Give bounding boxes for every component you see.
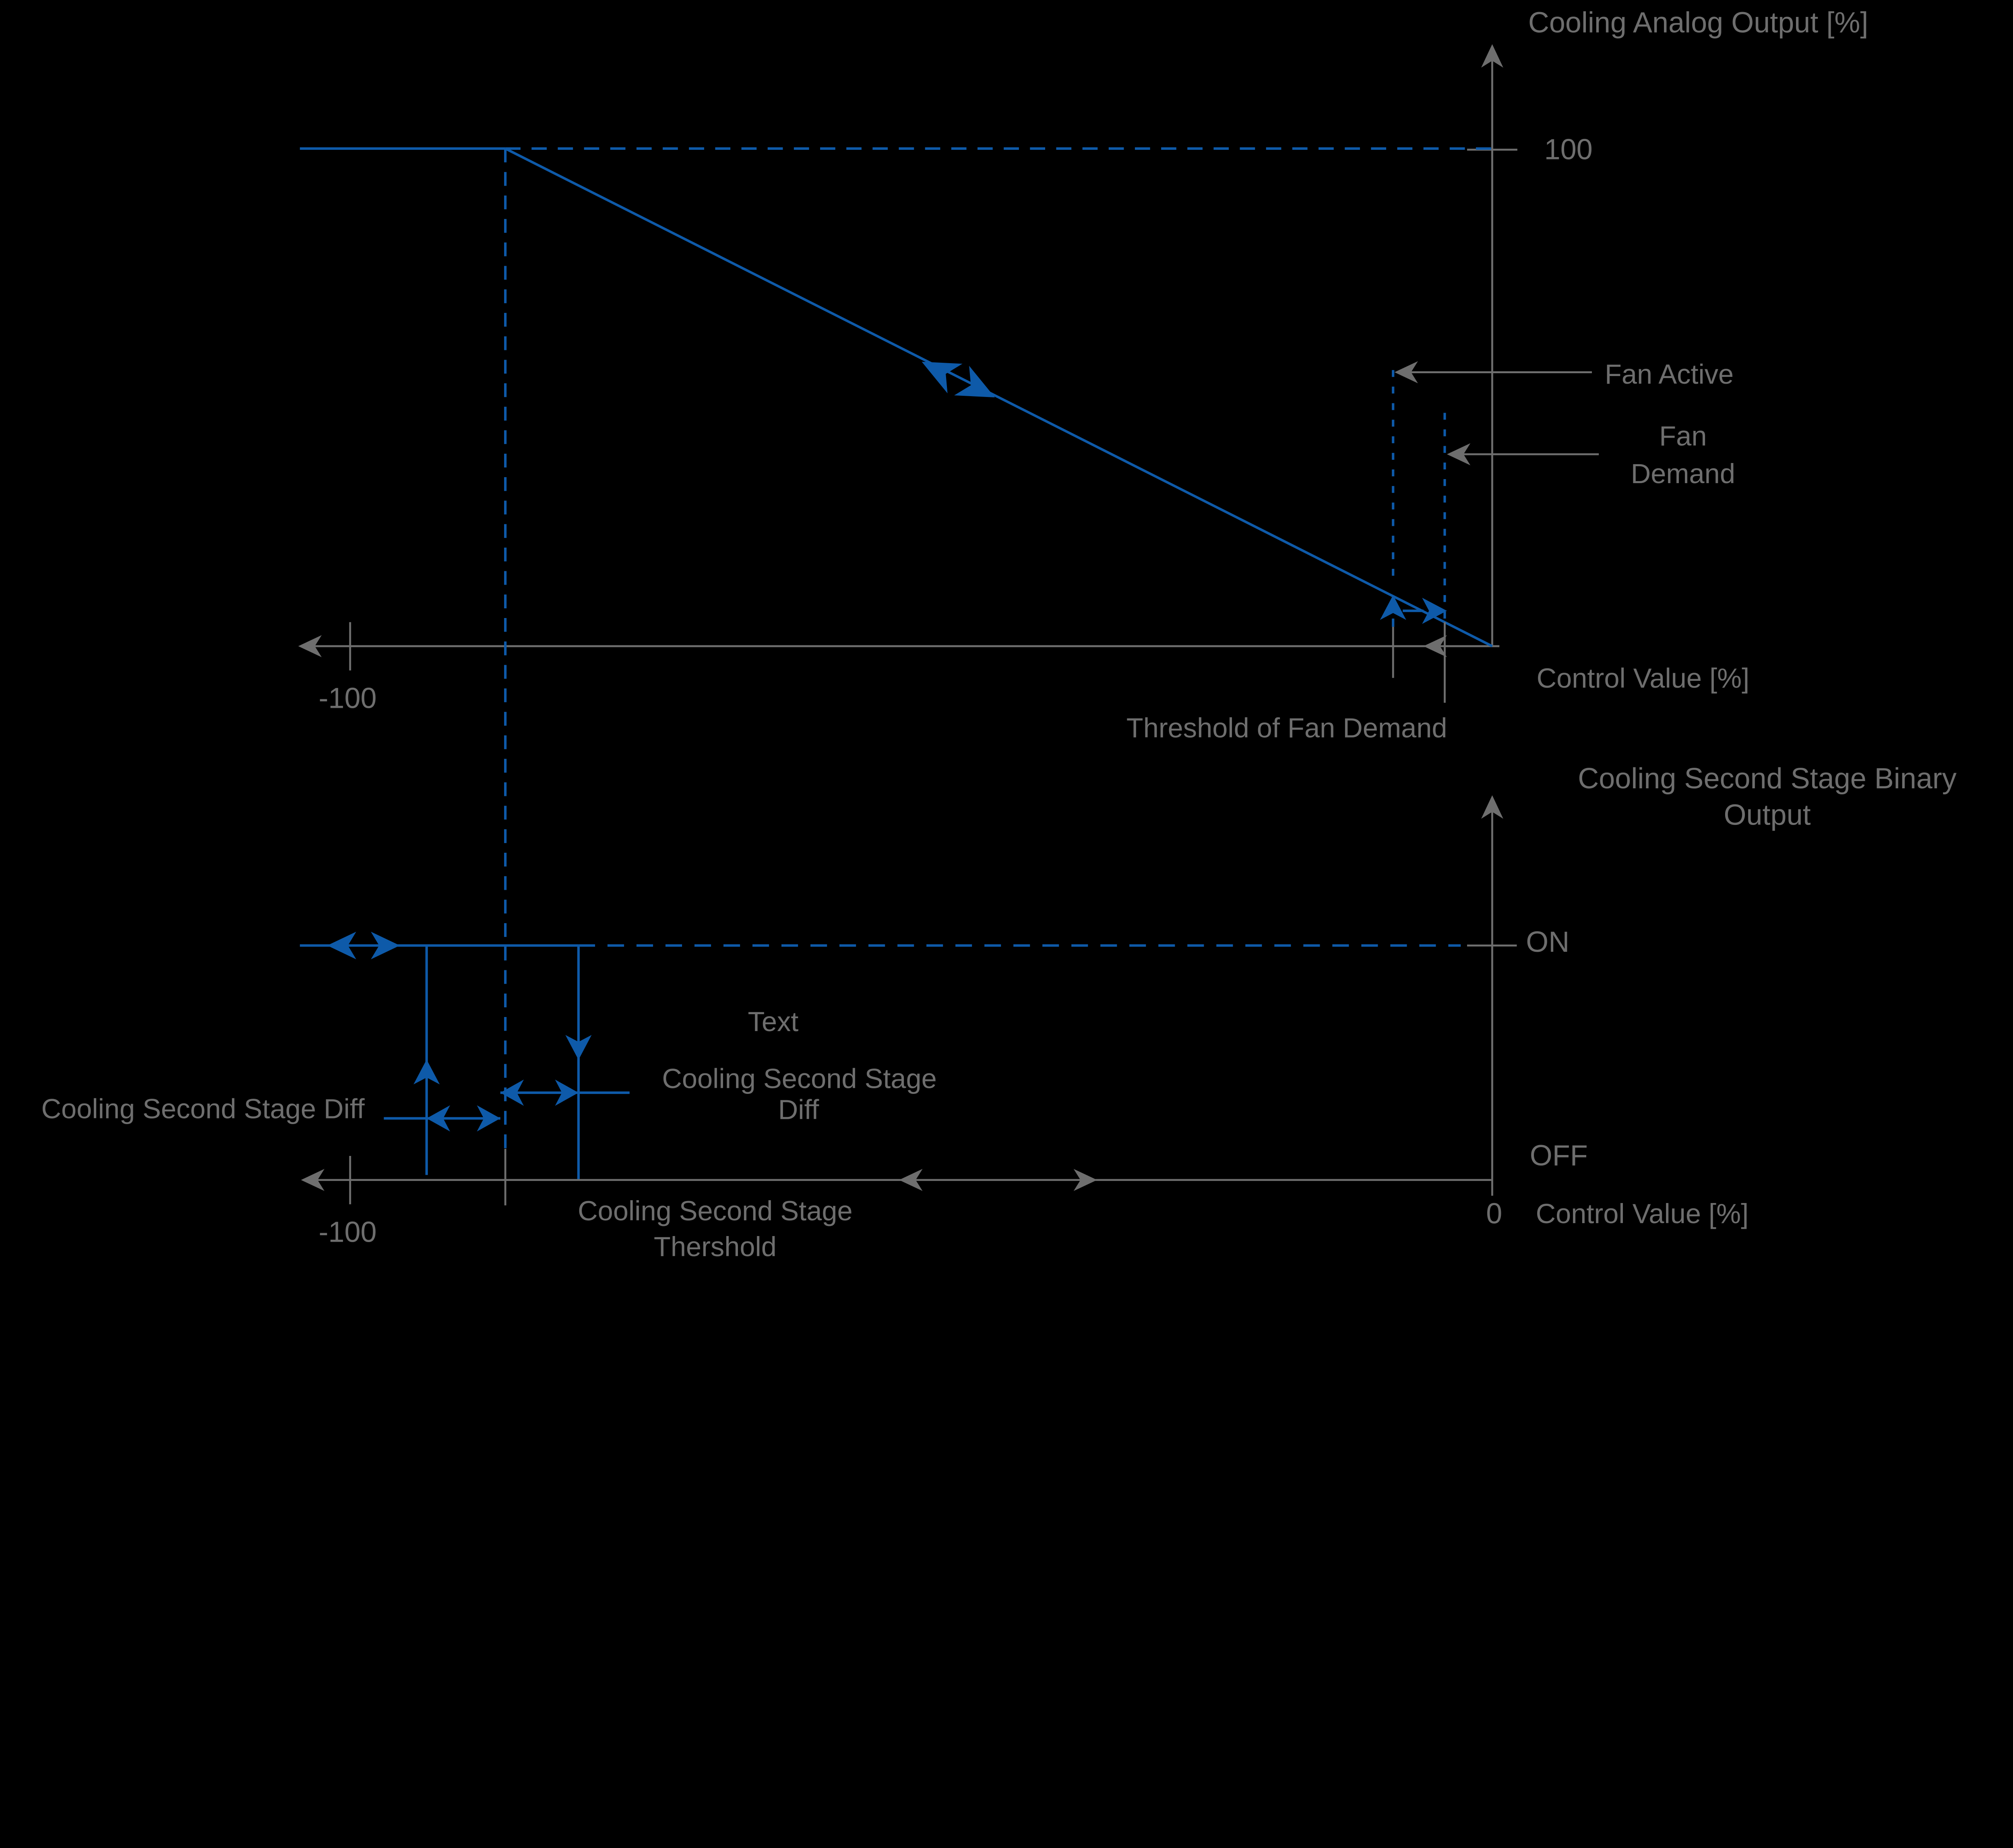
bottom-chart-title-line1: Cooling Second Stage Binary	[1578, 763, 1957, 795]
fan-active-label: Fan Active	[1605, 359, 1734, 390]
bottom-chart-title-line2: Output	[1724, 799, 1811, 831]
top-x-tick-label-neg100: -100	[318, 682, 376, 715]
top-x-axis-arrow-icon	[298, 635, 322, 657]
fan-demand-label-line1: Fan	[1659, 420, 1707, 451]
diff-right-arrowhead-left-icon	[500, 1079, 524, 1106]
fan-demand-label-line2: Demand	[1631, 458, 1735, 489]
diff-left-label: Cooling Second Stage Diff	[41, 1093, 365, 1124]
diagram-canvas: Cooling Analog Output [%] 100 -100 Contr…	[41, 6, 1957, 1263]
output-ramp-segment	[504, 147, 1493, 647]
cooling-control-diagram: Cooling Analog Output [%] 100 -100 Contr…	[41, 6, 1957, 1263]
threshold-of-fan-demand-label: Threshold of Fan Demand	[1126, 712, 1447, 743]
top-x-axis-label: Control Value [%]	[1537, 663, 1750, 694]
diff-right-arrowhead-right-icon	[555, 1079, 579, 1106]
top-y-axis-arrow-icon	[1481, 44, 1503, 68]
bottom-chart: Cooling Second Stage Binary Output ON OF…	[41, 763, 1957, 1262]
on-line-double-arrow-right-icon	[371, 932, 400, 959]
diff-left-arrowhead-left-icon	[426, 1105, 450, 1132]
bottom-y-axis-arrow-icon	[1481, 795, 1503, 819]
turn-on-up-arrow-icon	[413, 1059, 440, 1085]
zero-label: 0	[1486, 1197, 1502, 1230]
stray-text-label: Text	[748, 1006, 799, 1037]
axis-left-arrow-near-origin-icon	[1423, 635, 1447, 657]
on-label: ON	[1526, 926, 1569, 958]
diff-left-arrowhead-right-icon	[477, 1105, 500, 1132]
top-chart-title: Cooling Analog Output [%]	[1528, 7, 1868, 39]
ramp-direction-arrow-downright-icon	[954, 366, 995, 397]
fan-active-callout-arrow-icon	[1394, 361, 1418, 383]
threshold-label-line2: Thershold	[654, 1231, 777, 1262]
bottom-axis-mid-left-arrow-icon	[899, 1169, 923, 1191]
bottom-x-axis-arrow-icon	[301, 1169, 324, 1191]
bottom-x-axis-label: Control Value [%]	[1536, 1198, 1749, 1229]
bottom-x-tick-label-neg100: -100	[318, 1216, 376, 1248]
diff-mid-label-line1: Cooling Second Stage	[662, 1063, 936, 1094]
top-chart: Cooling Analog Output [%] 100 -100 Contr…	[298, 7, 1868, 1149]
on-line-double-arrow-left-icon	[327, 932, 356, 959]
ramp-direction-arrow-upleft-icon	[922, 362, 963, 393]
fan-active-up-arrow-icon	[1380, 595, 1406, 620]
off-label: OFF	[1530, 1139, 1588, 1172]
top-y-tick-label-100: 100	[1544, 134, 1593, 166]
fan-demand-right-arrow-icon	[1422, 597, 1447, 624]
bottom-axis-mid-right-arrow-icon	[1073, 1169, 1097, 1191]
threshold-label-line1: Cooling Second Stage	[578, 1195, 852, 1226]
fan-demand-callout-arrow-icon	[1447, 443, 1471, 465]
diff-mid-label-line2: Diff	[778, 1094, 820, 1125]
turn-off-down-arrow-icon	[565, 1035, 592, 1060]
